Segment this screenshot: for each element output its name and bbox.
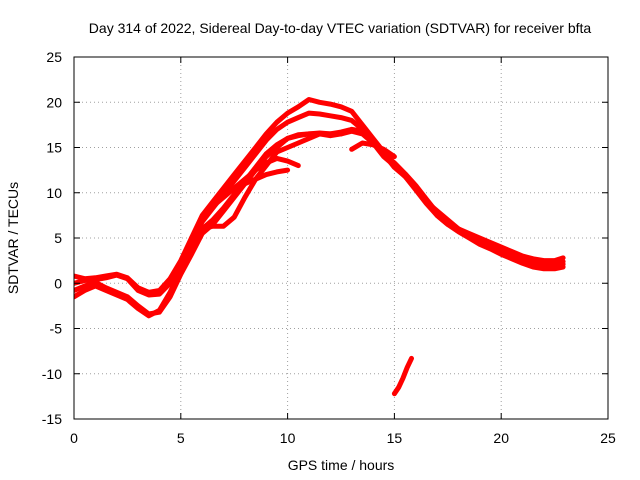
y-tick-label: 15 (46, 140, 62, 156)
x-tick-label: 15 (387, 430, 403, 446)
x-tick-label: 5 (177, 430, 185, 446)
y-tick-label: -15 (42, 411, 62, 427)
y-tick-label: 20 (46, 94, 62, 110)
x-tick-label: 10 (280, 430, 296, 446)
series-line-7 (231, 167, 291, 196)
chart-title: Day 314 of 2022, Sidereal Day-to-day VTE… (89, 20, 592, 36)
axis-layer: 0 5 10 15 20 25 -15 -10 -5 0 5 10 15 20 25 (42, 49, 616, 446)
x-tick-label: 25 (600, 430, 616, 446)
series-layer (74, 97, 566, 397)
y-tick-label: -5 (50, 321, 63, 337)
series-line-9 (391, 355, 414, 397)
y-tick-label: 25 (46, 49, 62, 65)
series-line-6 (210, 155, 301, 209)
grid-layer (74, 57, 608, 419)
series-line-3 (74, 128, 566, 317)
series-line-1 (74, 97, 566, 295)
y-tick-label: -10 (42, 366, 62, 382)
series-line-8 (349, 140, 397, 160)
x-tick-label: 0 (70, 430, 78, 446)
y-axis-label: SDTVAR / TECUs (5, 182, 21, 294)
series-line-4 (74, 126, 566, 319)
x-axis-label: GPS time / hours (288, 457, 395, 473)
y-tick-label: 10 (46, 185, 62, 201)
series-line-2 (74, 110, 566, 298)
y-tick-label: 0 (54, 275, 62, 291)
plot-frame (73, 56, 609, 420)
y-tick-label: 5 (54, 230, 62, 246)
x-tick-label: 20 (493, 430, 509, 446)
